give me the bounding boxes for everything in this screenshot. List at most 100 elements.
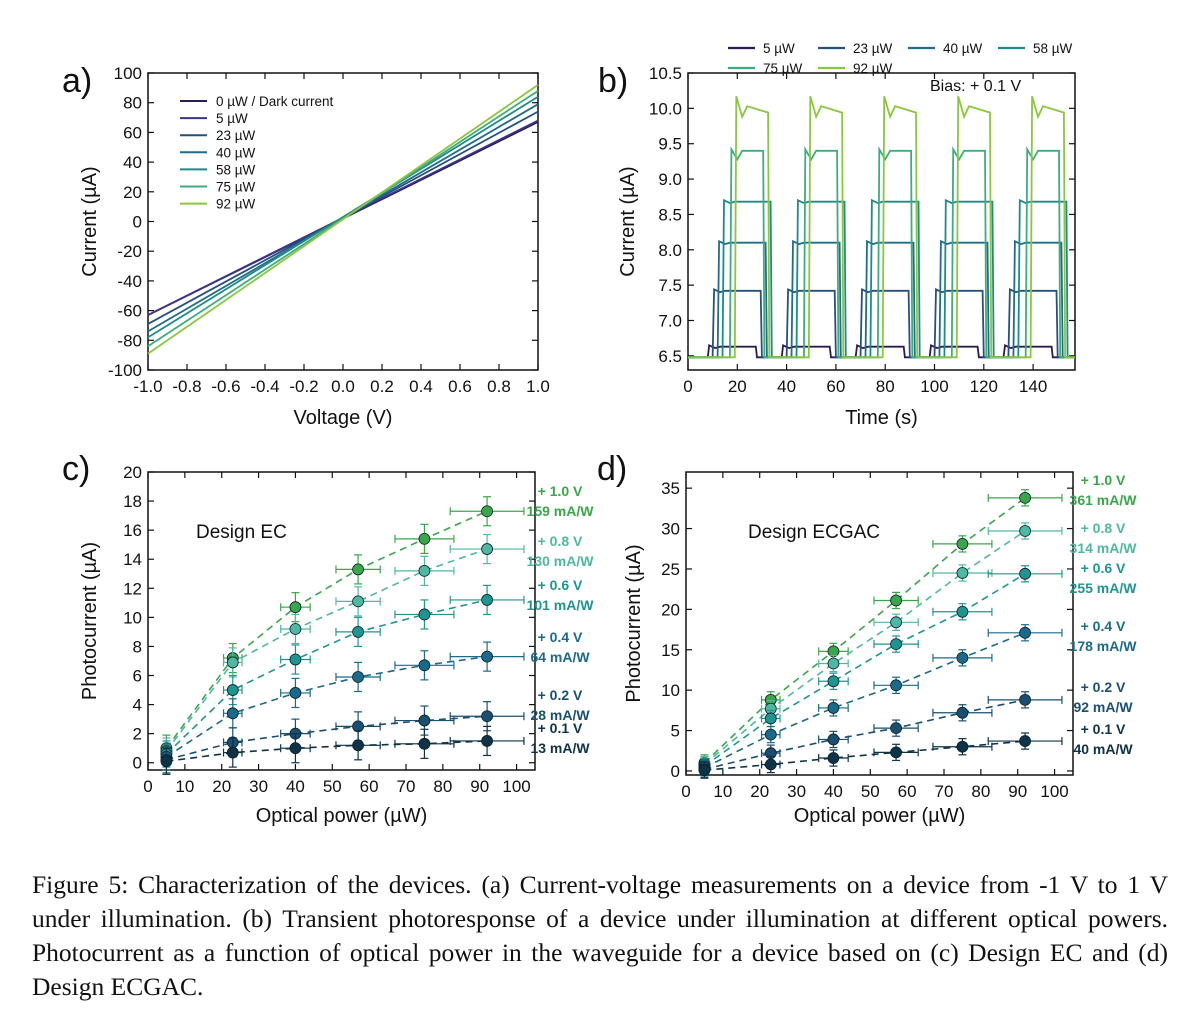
data-point bbox=[481, 650, 493, 663]
legend-label: 40 µW bbox=[943, 41, 983, 56]
legend-label: 92 µW bbox=[853, 61, 893, 76]
plot-frame bbox=[147, 72, 539, 371]
bias-label: + 0.6 V bbox=[538, 577, 583, 593]
x-tick-label: 0 bbox=[681, 782, 690, 801]
bias-label: + 0.1 V bbox=[1081, 721, 1126, 737]
y-tick-label: 15 bbox=[661, 641, 680, 660]
x-tick-label: 100 bbox=[1040, 782, 1068, 801]
legend-label: 75 µW bbox=[216, 180, 256, 195]
x-axis-label: Time (s) bbox=[845, 407, 918, 429]
y-tick-label: 0 bbox=[133, 213, 142, 232]
y-tick-label: 6.5 bbox=[658, 347, 682, 366]
fit-line bbox=[703, 497, 1026, 764]
data-point bbox=[890, 722, 902, 735]
data-point bbox=[827, 733, 840, 746]
x-axis-label: Optical power (µW) bbox=[794, 805, 966, 827]
x-tick-label: 100 bbox=[920, 377, 948, 396]
x-tick-label: 70 bbox=[397, 777, 416, 796]
y-tick-label: 10 bbox=[661, 681, 680, 700]
data-point bbox=[1019, 626, 1031, 639]
x-tick-label: 120 bbox=[970, 377, 998, 396]
responsivity-label: 130 mA/W bbox=[527, 553, 595, 569]
fit-line bbox=[166, 715, 488, 761]
bias-label: + 1.0 V bbox=[1081, 472, 1126, 488]
data-point bbox=[289, 601, 302, 614]
data-point bbox=[289, 742, 302, 755]
data-point bbox=[890, 616, 902, 629]
data-point bbox=[890, 638, 902, 651]
responsivity-label: 40 mA/W bbox=[1073, 741, 1133, 757]
series-line bbox=[688, 198, 1075, 359]
data-point bbox=[956, 567, 969, 579]
bias-label: + 0.2 V bbox=[538, 687, 583, 703]
data-point bbox=[764, 728, 777, 741]
data-point bbox=[827, 657, 840, 670]
responsivity-label: 361 mA/W bbox=[1070, 492, 1138, 508]
y-tick-label: 9.5 bbox=[658, 135, 682, 154]
bias-label: + 1.0 V bbox=[538, 483, 583, 499]
data-point bbox=[481, 543, 493, 555]
x-tick-label: 20 bbox=[728, 377, 747, 396]
panel-label: b) bbox=[598, 62, 628, 100]
x-tick-label: 40 bbox=[286, 777, 305, 796]
x-tick-label: 60 bbox=[826, 377, 845, 396]
data-point bbox=[1019, 525, 1031, 537]
plot-frame bbox=[685, 471, 1074, 776]
x-tick-label: 40 bbox=[777, 377, 796, 396]
legend-label: 58 µW bbox=[216, 162, 256, 177]
fit-line bbox=[165, 599, 488, 755]
responsivity-label: 101 mA/W bbox=[527, 597, 595, 613]
y-tick-label: 7.5 bbox=[658, 276, 682, 295]
data-point bbox=[352, 595, 364, 608]
bias-label: + 0.2 V bbox=[1081, 679, 1126, 695]
series-line bbox=[688, 146, 1075, 359]
x-tick-label: 50 bbox=[861, 782, 880, 801]
x-tick-label: 70 bbox=[935, 782, 954, 801]
x-tick-label: 0.2 bbox=[370, 377, 394, 396]
data-point bbox=[418, 714, 431, 727]
fit-line bbox=[165, 510, 488, 749]
plot-frame bbox=[147, 471, 536, 771]
data-point bbox=[289, 623, 302, 635]
data-point bbox=[1019, 693, 1031, 706]
x-axis-label: Voltage (V) bbox=[294, 407, 393, 429]
data-point bbox=[890, 679, 902, 692]
y-tick-label: 8 bbox=[133, 637, 142, 656]
bias-label: + 0.4 V bbox=[538, 629, 583, 645]
y-tick-label: 10 bbox=[123, 608, 142, 627]
y-axis-label: Photocurrent (µA) bbox=[79, 542, 101, 700]
data-point bbox=[827, 675, 840, 688]
fit-line bbox=[704, 632, 1026, 769]
data-point bbox=[1019, 567, 1031, 580]
x-tick-label: 0.8 bbox=[487, 377, 511, 396]
responsivity-label: 64 mA/W bbox=[530, 649, 590, 665]
x-tick-label: 90 bbox=[1008, 782, 1027, 801]
data-point bbox=[418, 564, 431, 577]
responsivity-label: 178 mA/W bbox=[1070, 638, 1138, 654]
y-tick-label: 9.0 bbox=[658, 170, 682, 189]
chart-panel-d: d) 0 10 20 30 40 50 60 70 80 90 100 0 5 10 15 20 25 30 35 Op… bbox=[597, 450, 1137, 827]
series-line bbox=[688, 343, 1075, 359]
x-tick-label: 60 bbox=[898, 782, 917, 801]
legend-label: 5 µW bbox=[216, 111, 248, 126]
panel-label: c) bbox=[62, 450, 90, 488]
x-tick-label: 0 bbox=[143, 777, 152, 796]
y-tick-label: 20 bbox=[661, 600, 680, 619]
fit-line bbox=[704, 740, 1026, 771]
y-tick-label: -60 bbox=[117, 302, 142, 321]
x-tick-label: -0.6 bbox=[211, 377, 240, 396]
y-tick-label: 0 bbox=[671, 762, 680, 781]
y-tick-label: -100 bbox=[108, 361, 142, 380]
legend-label: 0 µW / Dark current bbox=[216, 94, 334, 109]
y-tick-label: 25 bbox=[661, 560, 680, 579]
responsivity-label: 13 mA/W bbox=[530, 740, 590, 756]
x-tick-label: 80 bbox=[971, 782, 990, 801]
data-point bbox=[418, 532, 431, 545]
x-tick-label: 20 bbox=[212, 777, 231, 796]
y-tick-label: 5 bbox=[671, 722, 680, 741]
x-tick-label: 0.4 bbox=[409, 377, 433, 396]
x-tick-label: 30 bbox=[249, 777, 268, 796]
data-point bbox=[418, 659, 431, 672]
data-point bbox=[827, 702, 840, 714]
y-axis-label: Current (µA) bbox=[617, 166, 639, 276]
